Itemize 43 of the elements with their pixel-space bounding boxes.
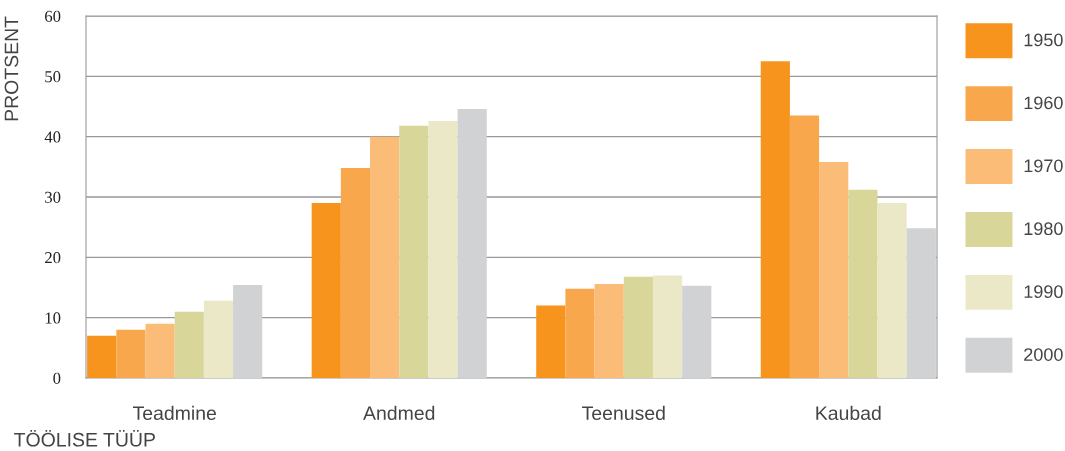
y-tick-label: 20 bbox=[45, 252, 61, 264]
bar bbox=[536, 305, 566, 378]
legend-label: 1960 bbox=[1024, 96, 1063, 110]
bar bbox=[906, 228, 936, 378]
bar bbox=[145, 323, 175, 378]
x-axis-title: TÖÖLISE TÜÜP bbox=[14, 430, 155, 447]
legend-label: 1990 bbox=[1024, 285, 1063, 299]
x-tick-label: Kaubad bbox=[816, 405, 881, 421]
legend-label: 1970 bbox=[1024, 159, 1063, 173]
bar bbox=[652, 275, 683, 378]
bar bbox=[877, 203, 907, 378]
bar bbox=[340, 168, 371, 378]
y-tick-label: 60 bbox=[45, 10, 61, 22]
bar bbox=[399, 125, 429, 378]
bar bbox=[203, 300, 234, 378]
bar bbox=[233, 285, 263, 378]
y-tick-label: 0 bbox=[53, 372, 61, 384]
bar bbox=[682, 285, 712, 378]
x-tick-label: Teadmine bbox=[132, 405, 216, 421]
bar bbox=[848, 189, 878, 378]
y-axis-title: PROTSENT bbox=[4, 16, 19, 121]
x-tick-label: Andmed bbox=[363, 405, 435, 421]
legend-label: 1980 bbox=[1024, 222, 1063, 236]
bar bbox=[311, 203, 341, 378]
bar bbox=[760, 61, 790, 378]
bar bbox=[428, 120, 458, 378]
legend-label: 2000 bbox=[1024, 348, 1063, 361]
bar bbox=[594, 283, 624, 378]
y-tick-label: 50 bbox=[45, 71, 61, 83]
bar bbox=[623, 276, 653, 378]
y-tick-label: 10 bbox=[45, 312, 61, 324]
legend-label: 1950 bbox=[1024, 33, 1063, 47]
y-tick-label: 40 bbox=[44, 131, 61, 143]
bar bbox=[370, 136, 400, 378]
bar bbox=[457, 108, 487, 378]
bar bbox=[174, 311, 204, 378]
bar bbox=[565, 288, 595, 378]
bar bbox=[87, 335, 117, 378]
y-tick-label: 30 bbox=[45, 191, 61, 203]
bar bbox=[789, 115, 820, 378]
bar bbox=[819, 162, 849, 378]
bar bbox=[116, 329, 146, 378]
x-tick-label: Teenused bbox=[582, 405, 665, 421]
